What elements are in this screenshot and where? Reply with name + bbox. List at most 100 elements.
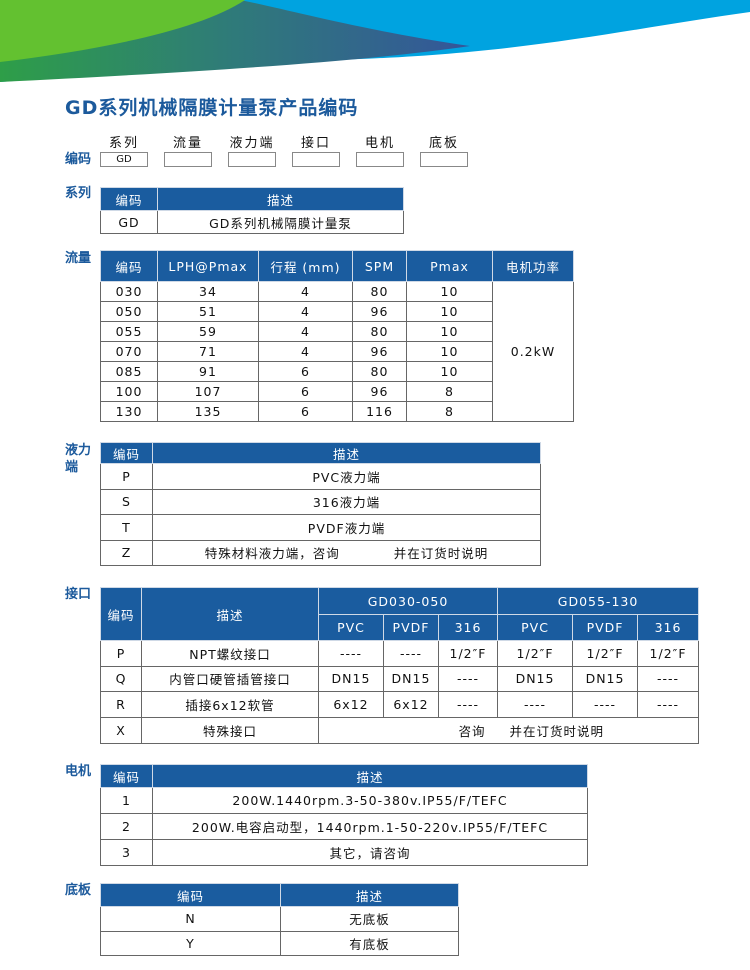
description-cell: 200W.1440rpm.3-50-380v.IP55/F/TEFC — [152, 787, 588, 814]
flow-cell: 34 — [157, 281, 259, 302]
code-box[interactable] — [420, 152, 468, 167]
connection-cell: P — [100, 640, 142, 667]
connection-label: 接口 — [65, 587, 92, 602]
table-row: X 特殊接口 咨询 并在订货时说明 — [100, 716, 700, 744]
connection-cell: ---- — [497, 691, 574, 718]
code-box[interactable] — [356, 152, 404, 167]
description-cell: 其它，请咨询 — [152, 839, 588, 866]
connection-cell: 内管口硬管插管接口 — [141, 665, 319, 692]
header-row: 编码 描述 — [100, 764, 588, 788]
header-row: PVC PVDF 316 PVC PVDF 316 — [101, 614, 700, 641]
table-row: S 316液力端 — [100, 488, 541, 515]
table-row: 100 107 6 96 8 — [100, 381, 574, 402]
column-header: SPM — [352, 250, 407, 282]
connection-cell: DN15 — [497, 665, 574, 692]
code-cell: 3 — [100, 839, 153, 866]
motor-power-cell: 0.2kW — [492, 281, 574, 422]
flow-cell: 8 — [406, 381, 493, 402]
table-row: 050 51 4 96 10 — [100, 301, 574, 322]
column-header: 编码 — [100, 250, 158, 282]
connection-cell: ---- — [318, 640, 384, 667]
connection-cell: 1/2″F — [572, 640, 639, 667]
connection-table: 编码 描述 GD030-050 GD055-130 PVC PVDF 316 PVC PVDF 3… — [100, 587, 700, 744]
table-row: GD GD系列机械隔膜计量泵 — [100, 210, 404, 234]
liquid-end-label: 液力端 — [65, 443, 92, 475]
description-cell: GD系列机械隔膜计量泵 — [157, 210, 404, 234]
connection-cell: ---- — [437, 691, 499, 718]
flow-cell: 116 — [352, 401, 407, 422]
code-cell: P — [100, 463, 153, 490]
flow-cell: 4 — [258, 341, 353, 362]
flow-cell: 085 — [100, 361, 158, 382]
flow-cell: 135 — [157, 401, 259, 422]
connection-cell: 1/2″F — [437, 640, 499, 667]
code-cell: S — [100, 488, 153, 515]
table-row: N 无底板 — [100, 906, 459, 932]
table-row: P PVC液力端 — [100, 463, 541, 490]
connection-cell: DN15 — [572, 665, 639, 692]
code-header: 接口 — [300, 136, 331, 151]
flow-cell: 6 — [258, 381, 353, 402]
column-header: 描述 — [280, 883, 459, 907]
description-cell: 特殊接口 — [141, 716, 319, 744]
connection-cell: 1/2″F — [637, 640, 700, 667]
table-row: 3 其它，请咨询 — [100, 839, 588, 866]
connection-cell: DN15 — [383, 665, 439, 692]
code-box[interactable] — [292, 152, 340, 167]
code-box[interactable]: GD — [100, 152, 148, 167]
header-row: 编码 描述 GD030-050 GD055-130 — [100, 587, 700, 641]
code-cell: Y — [100, 930, 281, 956]
column-header: 描述 — [157, 187, 404, 211]
code-box[interactable] — [164, 152, 212, 167]
code-cell: 1 — [100, 787, 153, 814]
header-wave-banner — [0, 0, 750, 82]
flow-cell: 130 — [100, 401, 158, 422]
flow-cell: 91 — [157, 361, 259, 382]
column-header: Pmax — [406, 250, 493, 282]
material-header: PVDF — [572, 614, 639, 641]
column-header: 描述 — [141, 587, 319, 641]
table-row: P NPT螺纹接口 ---- ---- 1/2″F 1/2″F 1/2″F 1/2″F — [100, 640, 700, 667]
baseplate-table: 编码 描述 N 无底板 Y 有底板 — [100, 883, 459, 956]
description-cell: PVC液力端 — [152, 463, 541, 490]
connection-cell: ---- — [383, 640, 439, 667]
code-cell: Z — [100, 539, 153, 566]
header-row: 编码 描述 — [100, 442, 541, 464]
flow-cell: 96 — [352, 381, 407, 402]
series-table: 编码 描述 GD GD系列机械隔膜计量泵 — [100, 187, 404, 234]
table-row: Z 特殊材料液力端，咨询 并在订货时说明 — [100, 539, 541, 566]
table-row: 130 135 6 116 8 — [100, 401, 574, 422]
flow-cell: 80 — [352, 321, 407, 342]
note-cell: 并在订货时说明 — [497, 716, 700, 744]
series-label: 系列 — [65, 186, 92, 201]
header-row: 编码 LPH@Pmax 行程 (mm) SPM Pmax 电机功率 — [100, 250, 574, 282]
flow-cell: 055 — [100, 321, 158, 342]
flow-cell: 030 — [100, 281, 158, 302]
column-header: LPH@Pmax — [157, 250, 259, 282]
model-group-header: GD030-050 — [317, 587, 499, 615]
flow-cell: 107 — [157, 381, 259, 402]
flow-cell: 10 — [406, 321, 493, 342]
flow-label: 流量 — [65, 251, 92, 266]
connection-cell: NPT螺纹接口 — [141, 640, 319, 667]
flow-cell: 4 — [258, 321, 353, 342]
description-cell: 200W.电容启动型，1440rpm.1-50-220v.IP55/F/TEFC — [152, 813, 588, 840]
connection-cell: ---- — [637, 665, 700, 692]
note-cell: 咨询 — [317, 716, 498, 744]
description-cell: PVDF液力端 — [152, 514, 541, 541]
code-header: 液力端 — [229, 136, 275, 151]
connection-cell: ---- — [572, 691, 639, 718]
code-row-label: 编码 — [65, 152, 92, 167]
flow-cell: 71 — [157, 341, 259, 362]
flow-cell: 100 — [100, 381, 158, 402]
code-box[interactable] — [228, 152, 276, 167]
liquid-end-table: 编码 描述 P PVC液力端 S 316液力端 T PVDF液力端 Z 特殊材料液力端，咨询 并在… — [100, 442, 541, 566]
description-cell: 316液力端 — [152, 488, 541, 515]
flow-cell: 6 — [258, 361, 353, 382]
description-cell: 特殊材料液力端，咨询 并在订货时说明 — [152, 539, 541, 566]
column-header: 编码 — [100, 764, 153, 788]
table-row: 070 71 4 96 10 — [100, 341, 574, 362]
material-header: PVDF — [383, 614, 439, 641]
material-header: PVC — [318, 614, 384, 641]
code-cell: N — [100, 906, 281, 932]
